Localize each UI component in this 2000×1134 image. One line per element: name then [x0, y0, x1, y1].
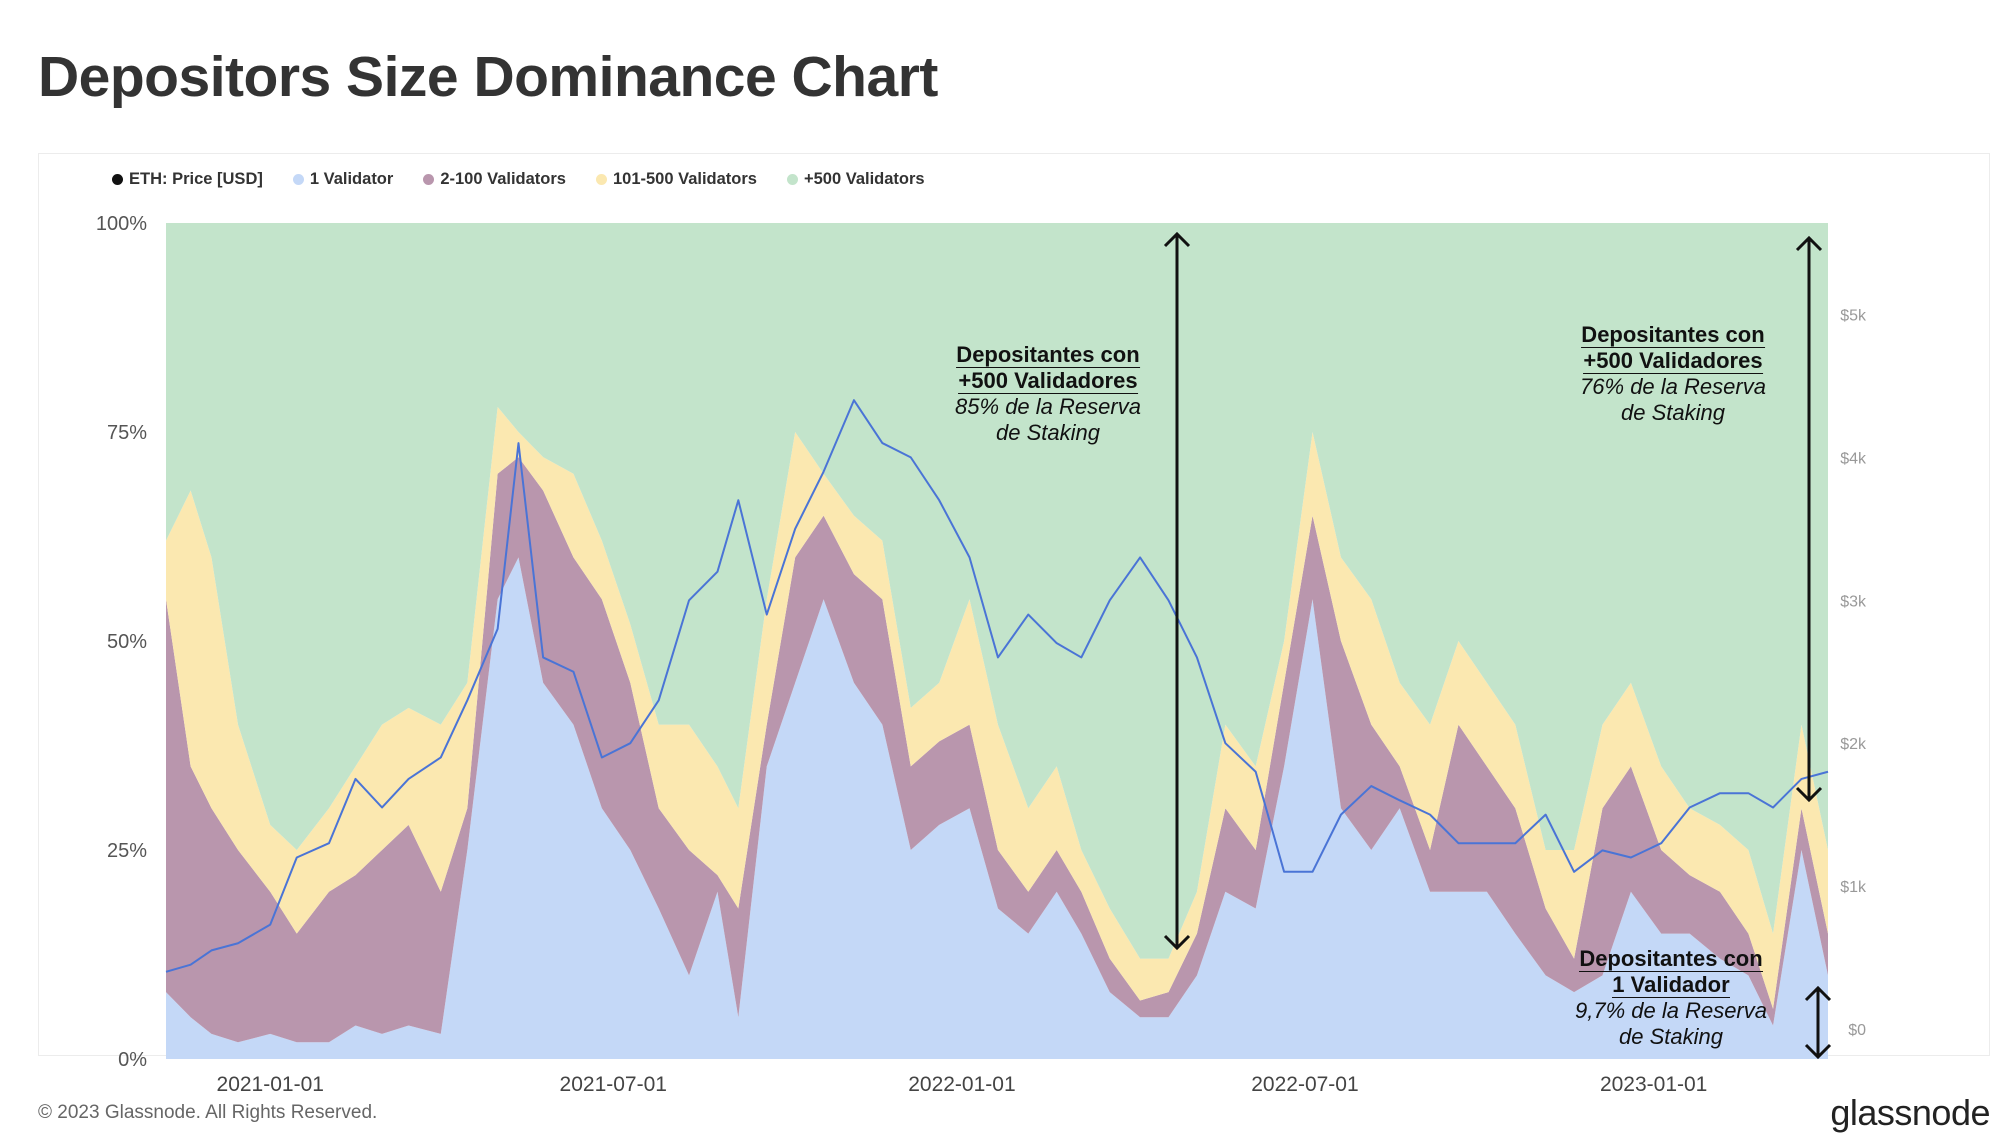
y-tick-label-left: 100%	[96, 213, 147, 235]
legend-dot-icon	[595, 174, 607, 185]
annotation-1-validator: Depositantes con 1 Validador 9,7% de la …	[1575, 946, 1767, 1049]
legend-dot-icon	[786, 174, 798, 185]
area-2-100-validators	[166, 457, 1828, 1043]
y-tick-label-left: 25%	[107, 840, 147, 862]
y-tick-label-right: $2k	[1840, 736, 1867, 753]
axis-ticks: 100% 75% 50% 25% 0% $5k $4k $3k $2k $1k $0 2021-01-…	[96, 213, 1867, 1096]
annotation-text: de Staking	[1621, 399, 1725, 425]
legend-item-1-validator[interactable]: 1 Validator	[292, 170, 394, 189]
annotation-text: de Staking	[996, 419, 1100, 445]
arrow-icon	[1804, 985, 1832, 1060]
annotation-text: 76% de la Reserva	[1580, 374, 1766, 399]
x-tick-label: 2021-07-01	[560, 1073, 667, 1096]
y-tick-label-right: $1k	[1840, 879, 1867, 896]
annotation-500-plus-2023: Depositantes con +500 Validadores 76% de…	[1580, 322, 1766, 425]
annotation-heading: Depositantes con	[1579, 946, 1763, 972]
eth-price-line	[165, 399, 1829, 973]
legend-label: +500 Validators	[803, 170, 925, 188]
legend-dot-icon	[423, 174, 435, 185]
annotation-heading: +500 Validadores	[958, 368, 1138, 394]
x-tick-label: 2022-01-01	[908, 1073, 1015, 1096]
legend-dot-icon	[292, 174, 304, 185]
legend-label: 1 Validator	[309, 170, 394, 188]
stacked-areas	[166, 223, 1828, 1059]
legend-label: 101-500 Validators	[612, 170, 757, 188]
annotation-text: de Staking	[1619, 1023, 1723, 1049]
x-tick-label: 2021-01-01	[217, 1073, 324, 1096]
y-tick-label-right: $0	[1848, 1022, 1866, 1039]
legend: ETH: Price [USD] 1 Validator 2-100 Valid…	[112, 170, 925, 189]
legend-item-500-plus-validators[interactable]: +500 Validators	[786, 170, 925, 189]
annotation-500-plus-2022: Depositantes con +500 Validadores 85% de…	[955, 342, 1141, 445]
y-tick-label-left: 75%	[107, 422, 147, 444]
x-tick-label: 2023-01-01	[1600, 1073, 1707, 1096]
y-tick-label-left: 50%	[107, 631, 147, 653]
legend-item-2-100-validators[interactable]: 2-100 Validators	[423, 170, 566, 189]
glassnode-logo: glassnode	[1830, 1092, 1990, 1133]
area--500-validators	[166, 223, 1828, 959]
page-title: Depositors Size Dominance Chart	[38, 45, 938, 109]
area-1-validator	[166, 557, 1828, 1059]
legend-item-101-500-validators[interactable]: 101-500 Validators	[595, 170, 757, 189]
annotation-text: 9,7% de la Reserva	[1575, 998, 1767, 1023]
y-tick-label-right: $3k	[1840, 593, 1867, 610]
y-tick-label-right: $4k	[1840, 450, 1867, 467]
legend-dot-icon	[112, 174, 123, 185]
y-tick-label-right: $5k	[1840, 307, 1867, 324]
annotation-arrows	[1163, 231, 1832, 1060]
y-tick-label-left: 0%	[118, 1049, 147, 1071]
price-line-group	[165, 399, 1829, 973]
annotation-heading: 1 Validador	[1612, 972, 1730, 998]
annotation-text: 85% de la Reserva	[955, 394, 1141, 419]
legend-item-eth-price[interactable]: ETH: Price [USD]	[112, 170, 263, 189]
annotation-heading: Depositantes con	[1581, 322, 1765, 348]
copyright: © 2023 Glassnode. All Rights Reserved.	[38, 1102, 378, 1123]
x-tick-label: 2022-07-01	[1251, 1073, 1358, 1096]
arrow-icon	[1795, 235, 1823, 803]
arrow-icon	[1163, 231, 1191, 951]
annotation-heading: Depositantes con	[956, 342, 1140, 368]
legend-label: 2-100 Validators	[440, 170, 566, 188]
area-101-500-validators	[166, 406, 1828, 1009]
annotation-heading: +500 Validadores	[1583, 348, 1763, 374]
legend-label: ETH: Price [USD]	[129, 170, 263, 188]
